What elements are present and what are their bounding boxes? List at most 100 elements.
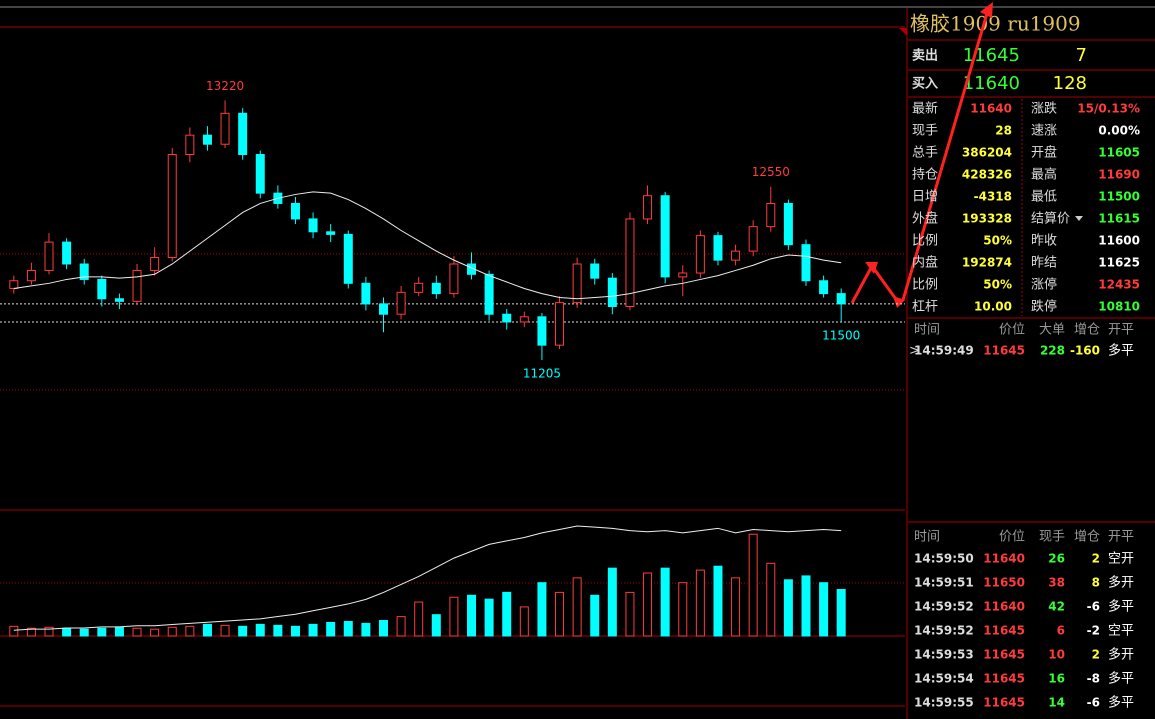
quote-title: 橡胶1909 ru1909 (910, 12, 1081, 36)
volume-bar (185, 625, 195, 637)
candle-body (290, 202, 300, 220)
volume-bar (361, 622, 371, 637)
table-cell: 14:59:52 (914, 600, 974, 614)
candle-body (44, 241, 54, 271)
quote-label: 最高 (1031, 167, 1057, 183)
table-cell: 14:59:55 (914, 696, 974, 710)
table-cell: 2 (1092, 552, 1100, 566)
volume-bar (555, 591, 565, 637)
table-header: 增仓 (1074, 323, 1100, 338)
quote-label: 结算价 (1031, 212, 1070, 227)
quote-label: 最新 (912, 101, 938, 117)
volume-bar (79, 628, 89, 637)
candle-body (114, 298, 124, 302)
candle-body (431, 282, 441, 295)
candle-body (220, 112, 230, 145)
volume-bar (519, 606, 529, 637)
candle-body (678, 272, 688, 278)
volume-bar (537, 582, 547, 637)
volume-bar (9, 625, 19, 637)
candle-body (396, 291, 406, 315)
table-cell: 14:59:51 (914, 576, 974, 590)
table-cell: 228 (1040, 344, 1065, 358)
quote-label: 外盘 (912, 211, 938, 227)
candle-body (607, 277, 617, 307)
quote-label: 昨结 (1031, 256, 1057, 271)
price-label: 12550 (752, 165, 790, 179)
volume-bar (678, 582, 688, 637)
candle-body (26, 269, 36, 282)
table-cell: 11645 (983, 672, 1025, 686)
price-label: 11205 (523, 366, 561, 380)
table-cell: 多平 (1108, 671, 1134, 687)
quote-value: -4318 (974, 190, 1012, 204)
volume-bar (378, 619, 388, 637)
price-label: 13220 (206, 79, 244, 93)
volume-bar (783, 579, 793, 637)
quote-value: 11615 (1098, 212, 1140, 226)
quote-label: 比例 (912, 234, 938, 249)
table-header: 开平 (1108, 323, 1134, 338)
candle-body (238, 112, 248, 156)
candle-body (361, 282, 371, 305)
volume-bar (572, 577, 582, 637)
volume-bar (713, 565, 723, 637)
quote-value: 11605 (1098, 146, 1140, 160)
table-cell: 11645 (983, 696, 1025, 710)
table-cell: 14 (1048, 696, 1065, 710)
table-header: 价位 (999, 530, 1025, 545)
volume-bar (643, 572, 653, 637)
quote-label: 杠杆 (912, 299, 938, 315)
volume-bar (238, 625, 248, 637)
volume-bar (396, 616, 406, 637)
candle-body (326, 231, 336, 235)
volume-bar (801, 575, 811, 637)
candle-body (590, 263, 600, 279)
volume-bar (167, 626, 177, 637)
volume-bar (290, 625, 300, 637)
volume-bar (590, 594, 600, 637)
quote-label: 涨跌 (1031, 101, 1057, 117)
table-cell: 14:59:52 (914, 624, 974, 638)
volume-bar (819, 582, 829, 637)
volume-bar (202, 623, 212, 637)
table-header: 时间 (914, 530, 940, 545)
volume-bar (308, 623, 318, 637)
candle-body (801, 244, 811, 282)
quote-value: 386204 (962, 146, 1012, 160)
candle-body (572, 263, 582, 304)
candle-body (378, 303, 388, 315)
volume-bar (255, 623, 265, 637)
table-cell: 26 (1048, 552, 1065, 566)
table-header: 现手 (1039, 530, 1065, 545)
candle-body (308, 218, 318, 233)
volume-bar (114, 626, 124, 637)
candle-body (537, 316, 547, 346)
candle-body (836, 293, 846, 305)
table-cell: 42 (1048, 600, 1065, 614)
volume-bar (44, 626, 54, 637)
candle-body (185, 134, 195, 156)
candle-body (783, 202, 793, 246)
table-cell: 14:59:50 (914, 552, 974, 566)
table-cell: 多平 (1108, 599, 1134, 615)
table-cell: 多开 (1108, 575, 1134, 591)
dropdown-icon[interactable] (1075, 216, 1083, 221)
volume-bar (766, 562, 776, 637)
candle-body (343, 233, 353, 284)
quote-label: 跌停 (1031, 299, 1057, 315)
candle-body (132, 269, 142, 302)
table-cell: -6 (1087, 696, 1100, 710)
candle-body (9, 280, 19, 289)
volume-bar (97, 627, 107, 637)
volume-bar (484, 598, 494, 637)
table-cell: 多平 (1108, 343, 1134, 359)
volume-bar (731, 577, 741, 637)
volume-bar (343, 620, 353, 637)
table-cell: 38 (1048, 576, 1065, 590)
volume-bar (467, 594, 477, 637)
candle-body (255, 154, 265, 194)
quote-label: 昨收 (1031, 234, 1057, 249)
volume-bar (326, 621, 336, 637)
